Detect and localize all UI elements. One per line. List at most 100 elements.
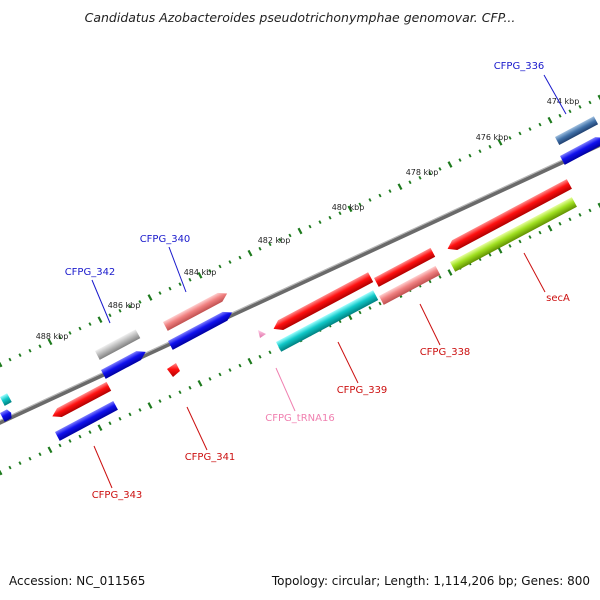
gene-label-cfpg-343[interactable]: CFPG_343: [92, 490, 143, 501]
tick-mark: [288, 233, 292, 238]
tick-mark: [328, 215, 332, 220]
tick-mark: [108, 421, 112, 426]
tick-mark: [68, 331, 72, 335]
tick-mark: [428, 279, 432, 284]
feature-left-edge[interactable]: [0, 408, 14, 422]
scale-tick-label: 476 kbp: [476, 133, 509, 142]
leader-cfpg-336: [543, 74, 567, 115]
tick-mark: [128, 412, 132, 417]
tick-mark: [447, 269, 453, 276]
tick-mark: [97, 316, 103, 324]
accession-text: Accession: NC_011565: [9, 574, 146, 588]
tick-mark: [228, 368, 232, 372]
feature-cfpg-trna16[interactable]: [258, 330, 266, 338]
tick-mark: [208, 269, 212, 273]
scale-tick-label: 486 kbp: [108, 301, 141, 310]
feature-cfpg-340[interactable]: [168, 308, 234, 350]
tick-mark: [547, 224, 553, 232]
feature-cfpg-339[interactable]: [276, 290, 379, 352]
gene-label-seca[interactable]: secA: [546, 293, 570, 304]
scale-tick-label: 482 kbp: [258, 236, 291, 245]
feature-cfpg-343-upper[interactable]: [50, 381, 112, 421]
feature-seca-upper[interactable]: [445, 179, 572, 254]
tick-rings: [0, 94, 600, 476]
tick-mark: [558, 221, 562, 226]
tick-mark: [397, 183, 403, 191]
tick-mark: [508, 244, 512, 248]
tick-mark: [318, 220, 322, 224]
feature-left-edge-upper[interactable]: [0, 393, 12, 406]
tick-mark: [458, 158, 462, 162]
scale-labels: 474 kbp 476 kbp 478 kbp 480 kbp 482 kbp 484 k…: [36, 97, 580, 341]
tick-mark: [168, 286, 172, 291]
feature-cfpg-336-upper[interactable]: [555, 116, 599, 145]
tick-mark: [47, 446, 53, 454]
tick-mark: [188, 385, 192, 390]
tick-mark: [538, 230, 542, 235]
tick-mark: [528, 127, 532, 131]
tick-mark: [47, 338, 53, 346]
tick-mark: [147, 294, 153, 301]
tick-mark: [28, 456, 32, 461]
tick-mark: [38, 344, 42, 349]
tick-mark: [238, 255, 242, 260]
leader-cfpg-trna16: [275, 367, 296, 412]
tick-mark: [428, 171, 432, 176]
feature-cfpg-343[interactable]: [55, 400, 118, 441]
feature-cfpg-339-upper[interactable]: [271, 272, 374, 333]
gene-label-cfpg-341[interactable]: CFPG_341: [185, 452, 236, 463]
tick-mark: [378, 193, 382, 198]
tick-mark: [497, 246, 503, 254]
tick-mark: [138, 300, 142, 304]
tick-mark: [308, 224, 312, 229]
tick-mark: [118, 416, 122, 421]
tick-mark: [78, 434, 82, 439]
leader-cfpg-343: [93, 445, 113, 489]
feature-seca[interactable]: [450, 197, 577, 272]
gene-label-cfpg-342[interactable]: CFPG_342: [65, 267, 116, 278]
feature-cfpg-342[interactable]: [101, 347, 148, 379]
tick-mark: [8, 357, 12, 362]
tick-mark: [18, 461, 22, 465]
tick-mark: [438, 167, 442, 171]
scale-tick-label: 488 kbp: [36, 332, 69, 341]
scale-tick-label: 478 kbp: [406, 168, 439, 177]
tick-mark: [138, 408, 142, 412]
gene-label-cfpg-339[interactable]: CFPG_339: [337, 385, 388, 396]
feature-cfpg-342-upper[interactable]: [95, 329, 141, 360]
tick-mark: [568, 217, 572, 222]
gene-label-layer: CFPG_336 CFPG_340 CFPG_342 secA CFPG_338 CFPG…: [65, 61, 570, 501]
leader-seca: [523, 252, 546, 293]
gene-label-cfpg-336[interactable]: CFPG_336: [494, 61, 545, 72]
tick-mark: [338, 211, 342, 216]
tick-mark: [447, 161, 453, 168]
feature-cfpg-336[interactable]: [560, 133, 600, 165]
tick-mark: [197, 379, 203, 387]
feature-cfpg-338-upper[interactable]: [374, 247, 436, 287]
tick-mark: [218, 264, 222, 269]
gene-label-cfpg-trna16[interactable]: CFPG_tRNA16: [265, 413, 334, 424]
tick-mark: [497, 138, 503, 146]
tick-mark: [158, 291, 162, 295]
gene-label-cfpg-338[interactable]: CFPG_338: [420, 347, 471, 358]
tick-mark: [188, 277, 192, 282]
tick-mark: [368, 198, 372, 202]
tick-mark: [518, 239, 522, 244]
tick-mark: [88, 322, 92, 326]
tick-mark: [247, 249, 253, 257]
tick-mark: [488, 252, 492, 257]
leader-cfpg-339: [337, 341, 359, 384]
tick-mark: [28, 348, 32, 353]
tick-mark: [0, 361, 3, 368]
tick-mark: [347, 205, 353, 213]
tick-mark: [58, 443, 62, 448]
feature-cfpg-340-upper[interactable]: [163, 289, 229, 331]
tick-mark: [468, 153, 472, 158]
leader-cfpg-342: [91, 279, 111, 324]
feature-cfpg-338[interactable]: [379, 265, 441, 305]
tick-mark: [538, 122, 542, 127]
feature-cfpg-341[interactable]: [167, 363, 180, 377]
topology-summary: Topology: circular; Length: 1,114,206 bp…: [271, 574, 590, 588]
gene-label-cfpg-340[interactable]: CFPG_340: [140, 234, 191, 245]
